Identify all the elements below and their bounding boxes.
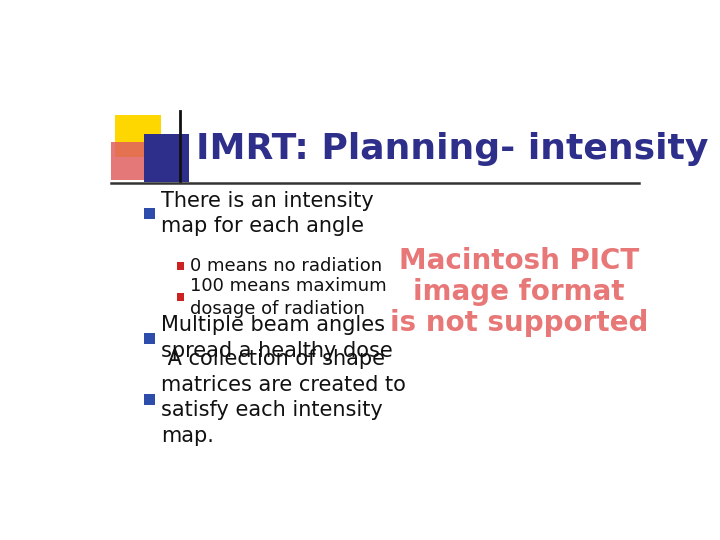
Text: 0 means no radiation: 0 means no radiation: [190, 256, 382, 275]
Text: A collection of shape
matrices are created to
satisfy each intensity
map.: A collection of shape matrices are creat…: [161, 349, 406, 446]
Bar: [115, 115, 161, 157]
Bar: [144, 208, 155, 219]
Text: image format: image format: [413, 278, 625, 306]
Bar: [144, 134, 189, 182]
Bar: [144, 333, 155, 343]
Text: Macintosh PICT: Macintosh PICT: [399, 247, 639, 275]
Text: IMRT: Planning- intensity map: IMRT: Planning- intensity map: [196, 132, 720, 166]
Bar: [144, 394, 155, 405]
Bar: [176, 294, 184, 301]
Text: 100 means maximum
dosage of radiation: 100 means maximum dosage of radiation: [190, 277, 387, 318]
Text: There is an intensity
map for each angle: There is an intensity map for each angle: [161, 191, 374, 236]
Bar: [111, 142, 157, 180]
Bar: [176, 262, 184, 269]
Text: Multiple beam angles
spread a healthy dose: Multiple beam angles spread a healthy do…: [161, 315, 393, 361]
Text: is not supported: is not supported: [390, 309, 648, 337]
